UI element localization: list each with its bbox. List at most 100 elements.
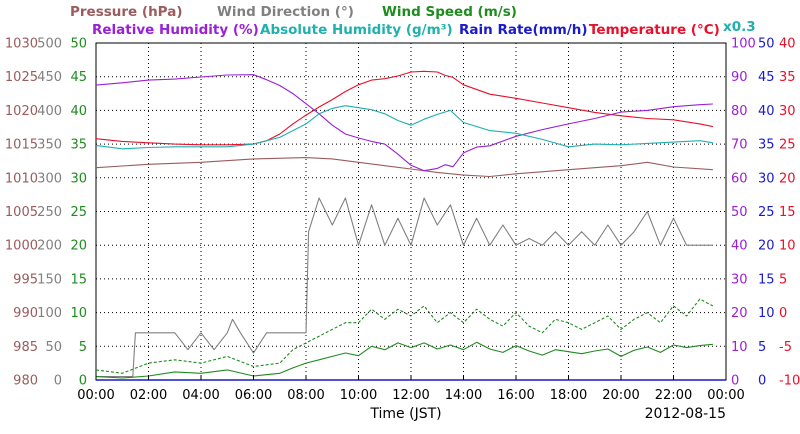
y-tick-rain-rate: 15 [758,272,775,287]
series-group [95,70,726,381]
legend-absolute-humidity: Absolute Humidity (g/m³) [260,22,453,38]
y-tick-relative-humidity: 50 [731,205,748,220]
legend: Pressure (hPa) Wind Direction (°) Wind S… [70,4,756,38]
x-tick-label: 02:00 [130,388,167,403]
y-tick-temperature: -10 [779,374,800,389]
y-axes: 9809859909951000100510101015102010251030… [5,37,800,389]
y-tick-wind-speed: 50 [70,37,87,52]
y-tick-wind-speed: 45 [70,70,87,85]
y-tick-pressure: 980 [13,374,38,389]
y-tick-wind-speed: 25 [70,205,87,220]
x-tick-label: 00:00 [707,388,744,403]
legend-temperature: Temperature (°C) [589,22,720,38]
y-tick-temperature: 35 [779,70,796,85]
y-tick-wind-speed: 30 [70,171,87,186]
y-tick-wind-speed: 10 [70,306,87,321]
y-tick-wind-direction: 500 [37,37,62,52]
y-tick-pressure: 995 [13,272,38,287]
y-tick-pressure: 1020 [5,104,38,119]
x-tick-label: 06:00 [235,388,272,403]
y-tick-temperature: 5 [779,272,787,287]
y-tick-temperature: 10 [779,239,796,254]
y-tick-temperature: 25 [779,138,796,153]
y-tick-wind-speed: 40 [70,104,87,119]
x-tick-label: 14:00 [445,388,482,403]
x-tick-label: 04:00 [182,388,219,403]
y-tick-rain-rate: 30 [758,171,775,186]
x-tick-label: 00:00 [77,388,114,403]
x-axis: 00:00 02:00 04:00 06:00 08:00 10:00 12:00 14:00… [77,375,745,403]
y-tick-relative-humidity: 100 [731,37,756,52]
y-tick-relative-humidity: 30 [731,272,748,287]
y-tick-wind-direction: 150 [37,272,62,287]
x-tick-label: 08:00 [287,388,324,403]
series-line-relative-humidity [95,74,713,172]
y-tick-rain-rate: 0 [758,374,766,389]
x-tick-label: 22:00 [655,388,692,403]
y-tick-pressure: 1025 [5,70,38,85]
series-line-absolute-humidity [95,105,713,150]
y-tick-temperature: 15 [779,205,796,220]
y-tick-wind-speed: 35 [70,138,87,153]
y-tick-rain-rate: 25 [758,205,775,220]
y-tick-relative-humidity: 80 [731,104,748,119]
series-line-wind-speed-gust [95,298,714,374]
x-tick-label: 12:00 [392,388,429,403]
y-tick-wind-speed: 0 [79,374,87,389]
legend-pressure: Pressure (hPa) [70,4,183,20]
y-tick-rain-rate: 45 [758,70,775,85]
grid [96,43,726,380]
y-tick-rain-rate: 40 [758,104,775,119]
y-tick-wind-direction: 0 [54,374,62,389]
y-tick-wind-direction: 350 [37,138,62,153]
y-tick-pressure: 990 [13,306,38,321]
y-tick-wind-speed: 5 [79,340,87,355]
legend-relative-humidity: Relative Humidity (%) [92,22,259,38]
y-tick-pressure: 1015 [5,138,38,153]
y-tick-pressure: 1005 [5,205,38,220]
y-tick-relative-humidity: 90 [731,70,748,85]
x-tick-label: 20:00 [602,388,639,403]
y-tick-pressure: 1030 [5,37,38,52]
y-tick-rain-rate: 20 [758,239,775,254]
y-tick-relative-humidity: 60 [731,171,748,186]
y-tick-wind-direction: 100 [37,306,62,321]
y-tick-wind-direction: 250 [37,205,62,220]
y-tick-pressure: 985 [13,340,38,355]
y-tick-wind-direction: 450 [37,70,62,85]
y-tick-wind-direction: 400 [37,104,62,119]
legend-wind-direction: Wind Direction (°) [217,4,354,20]
y-tick-relative-humidity: 40 [731,239,748,254]
date-label: 2012-08-15 [645,406,726,422]
y-tick-wind-direction: 300 [37,171,62,186]
y-tick-pressure: 1000 [5,239,38,254]
series-line-wind-speed [95,341,713,379]
series-line-wind-direction [96,197,713,378]
legend-absolute-humidity-scale: x0.3 [723,19,756,35]
y-tick-relative-humidity: 70 [731,138,748,153]
x-axis-label: Time (JST) [369,406,441,422]
y-tick-relative-humidity: 20 [731,306,748,321]
y-tick-wind-speed: 15 [70,272,87,287]
y-tick-wind-direction: 50 [45,340,62,355]
y-tick-rain-rate: 35 [758,138,775,153]
y-tick-temperature: 30 [779,104,796,119]
y-tick-temperature: 0 [779,306,787,321]
legend-wind-speed: Wind Speed (m/s) [382,4,517,20]
x-tick-label: 18:00 [550,388,587,403]
y-tick-relative-humidity: 10 [731,340,748,355]
y-tick-rain-rate: 10 [758,306,775,321]
y-tick-rain-rate: 5 [758,340,766,355]
y-tick-wind-speed: 20 [70,239,87,254]
series-line-temperature [95,70,714,146]
y-tick-temperature: 20 [779,171,796,186]
y-tick-wind-direction: 200 [37,239,62,254]
y-tick-rain-rate: 50 [758,37,775,52]
x-tick-label: 16:00 [497,388,534,403]
y-tick-temperature: -5 [779,340,792,355]
y-tick-temperature: 40 [779,37,796,52]
x-tick-label: 10:00 [340,388,377,403]
y-tick-pressure: 1010 [5,171,38,186]
legend-rain-rate: Rain Rate(mm/h) [459,22,588,38]
